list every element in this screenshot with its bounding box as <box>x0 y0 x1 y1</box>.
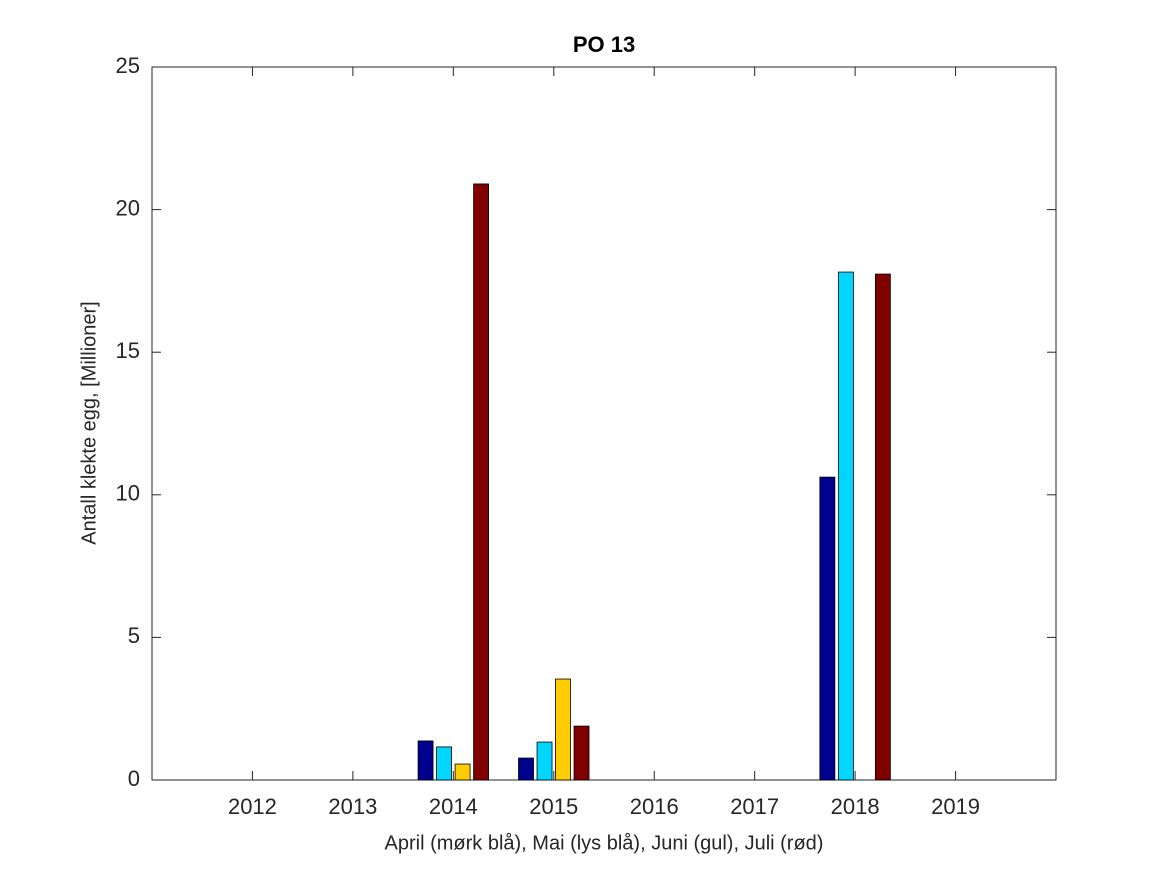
x-tick-label: 2013 <box>328 794 377 819</box>
bar <box>473 183 489 781</box>
x-tick-label: 2014 <box>429 794 478 819</box>
y-axis-label: Antall klekte egg, [Millioner] <box>78 301 100 544</box>
x-tick-label: 2017 <box>730 794 779 819</box>
bar <box>874 273 891 781</box>
x-tick-label: 2018 <box>831 794 880 819</box>
bar <box>536 741 553 781</box>
bar <box>454 763 471 781</box>
chart-title: PO 13 <box>573 32 635 57</box>
x-tick-label: 2015 <box>529 794 578 819</box>
x-tick-label: 2016 <box>630 794 679 819</box>
bar <box>417 740 434 781</box>
x-axis-label: April (mørk blå), Mai (lys blå), Juni (g… <box>385 832 824 854</box>
plot-frame <box>151 66 1057 781</box>
y-tick-label: 5 <box>128 623 140 648</box>
y-tick-label: 25 <box>116 53 140 78</box>
x-tick-label: 2019 <box>931 794 980 819</box>
bar <box>555 678 571 781</box>
y-tick-label: 15 <box>116 338 140 363</box>
bar <box>819 476 836 781</box>
x-tick-label: 2012 <box>228 794 277 819</box>
y-tick-label: 10 <box>116 481 140 506</box>
bar <box>518 757 534 781</box>
bar <box>573 725 590 781</box>
y-tick-label: 0 <box>128 766 140 791</box>
bar <box>837 271 854 781</box>
y-tick-label: 20 <box>116 195 140 220</box>
bar <box>436 746 452 781</box>
